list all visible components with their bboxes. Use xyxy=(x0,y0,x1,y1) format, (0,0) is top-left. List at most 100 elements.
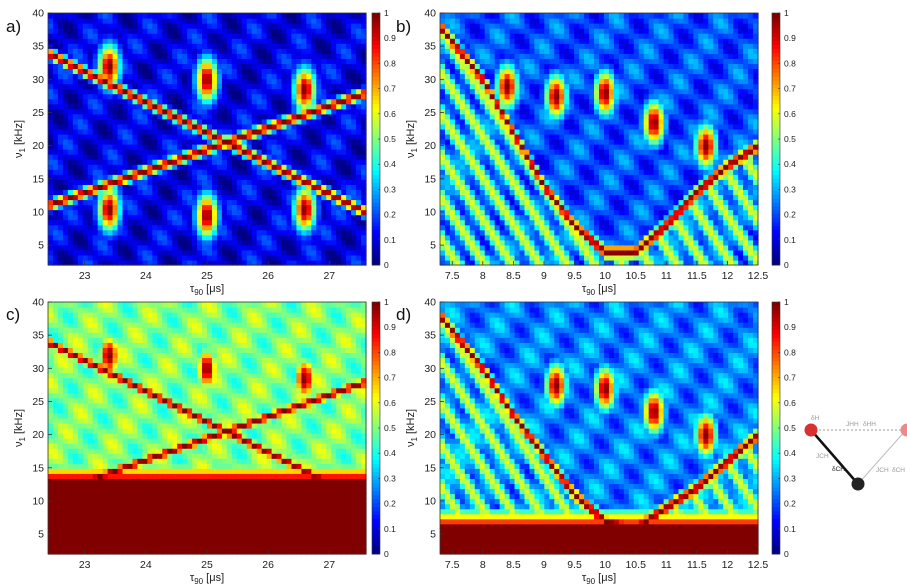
heatmap-cell xyxy=(291,103,298,110)
heatmap-cell xyxy=(72,128,79,135)
heatmap-cell xyxy=(599,108,605,115)
heatmap-cell xyxy=(484,128,491,135)
heatmap-cell xyxy=(122,184,129,190)
heatmap-cell xyxy=(276,58,283,64)
heatmap-cell xyxy=(544,179,550,185)
heatmap-cell xyxy=(321,159,327,165)
heatmap-cell xyxy=(177,254,183,261)
heatmap-cell xyxy=(336,249,342,256)
heatmap-cell xyxy=(216,133,223,140)
heatmap-cell xyxy=(296,149,303,155)
heatmap-cell xyxy=(291,179,298,185)
heatmap-cell xyxy=(202,68,208,75)
heatmap-cell xyxy=(454,209,461,216)
heatmap-cell xyxy=(261,58,268,64)
heatmap-cell xyxy=(87,118,94,125)
heatmap-cell xyxy=(67,259,74,266)
heatmap-cell xyxy=(192,38,198,44)
heatmap-cell xyxy=(519,189,526,196)
heatmap-cell xyxy=(251,179,258,185)
heatmap-cell xyxy=(351,58,357,64)
heatmap-cell xyxy=(197,214,203,221)
heatmap-cell xyxy=(504,103,511,110)
heatmap-cell xyxy=(326,18,332,24)
heatmap-cell xyxy=(48,63,54,70)
heatmap-cell xyxy=(544,123,550,130)
heatmap-cell xyxy=(454,149,461,155)
heatmap-cell xyxy=(182,73,188,80)
heatmap-cell xyxy=(192,139,198,145)
heatmap-cell xyxy=(469,43,476,49)
heatmap-cell xyxy=(162,189,168,196)
heatmap-cell xyxy=(72,123,79,130)
heatmap-cell xyxy=(519,229,526,236)
heatmap-cell xyxy=(102,133,109,140)
heatmap-cell xyxy=(331,53,337,59)
heatmap-cell xyxy=(246,58,253,64)
heatmap-cell xyxy=(261,123,268,130)
heatmap-cell xyxy=(291,63,298,70)
heatmap-cell xyxy=(311,184,317,190)
heatmap-cell xyxy=(52,13,59,19)
heatmap-cell xyxy=(57,174,64,180)
heatmap-cell xyxy=(449,219,456,226)
heatmap-cell xyxy=(311,189,317,196)
heatmap-cell xyxy=(48,259,54,266)
heatmap-cell xyxy=(331,103,337,110)
heatmap-cell xyxy=(519,209,526,216)
heatmap-cell xyxy=(216,58,223,64)
heatmap-cell xyxy=(331,229,337,236)
heatmap-cell xyxy=(226,169,233,175)
heatmap-cell xyxy=(539,133,545,140)
heatmap-cell xyxy=(251,184,258,190)
heatmap-cell xyxy=(524,174,531,180)
heatmap-cell xyxy=(479,43,486,49)
heatmap-cell xyxy=(504,93,511,100)
heatmap-cell xyxy=(276,83,283,90)
heatmap-cell xyxy=(331,113,337,120)
heatmap-cell xyxy=(48,108,54,115)
heatmap-cell xyxy=(112,159,119,165)
heatmap-cell xyxy=(594,58,600,64)
heatmap-cell xyxy=(132,48,139,54)
heatmap-cell xyxy=(202,63,208,70)
heatmap-cell xyxy=(147,204,153,211)
heatmap-cell xyxy=(87,229,94,236)
heatmap-cell xyxy=(241,73,248,80)
heatmap-cell xyxy=(559,244,565,251)
heatmap-cell xyxy=(356,259,362,266)
heatmap-cell xyxy=(162,38,168,44)
heatmap-cell xyxy=(544,53,550,59)
heatmap-cell xyxy=(102,159,109,165)
colorbar-segment xyxy=(372,162,380,168)
heatmap-cell xyxy=(197,133,203,140)
heatmap-cell xyxy=(504,23,511,29)
heatmap-cell xyxy=(197,53,203,59)
heatmap-cell xyxy=(216,179,223,185)
heatmap-cell xyxy=(584,189,590,196)
heatmap-cell xyxy=(102,38,109,44)
heatmap-cell xyxy=(519,13,526,19)
heatmap-cell xyxy=(202,164,208,170)
heatmap-cell xyxy=(216,169,223,175)
heatmap-cell xyxy=(57,53,64,59)
heatmap-cell xyxy=(440,144,446,150)
heatmap-cell xyxy=(241,13,248,19)
heatmap-cell xyxy=(336,179,342,185)
heatmap-cell xyxy=(112,169,119,175)
heatmap-cell xyxy=(544,254,550,261)
heatmap-cell xyxy=(544,58,550,64)
heatmap-cell xyxy=(122,244,129,251)
heatmap-cell xyxy=(226,13,233,19)
heatmap-cell xyxy=(266,144,273,150)
heatmap-cell xyxy=(444,88,451,95)
heatmap-cell xyxy=(564,128,570,135)
heatmap-cell xyxy=(316,128,322,135)
heatmap-cell xyxy=(474,63,481,70)
heatmap-cell xyxy=(509,174,516,180)
heatmap-cell xyxy=(504,154,511,160)
heatmap-cell xyxy=(182,118,188,125)
heatmap-cell xyxy=(574,53,580,59)
heatmap-cell xyxy=(489,189,496,196)
heatmap-cell xyxy=(341,244,347,251)
